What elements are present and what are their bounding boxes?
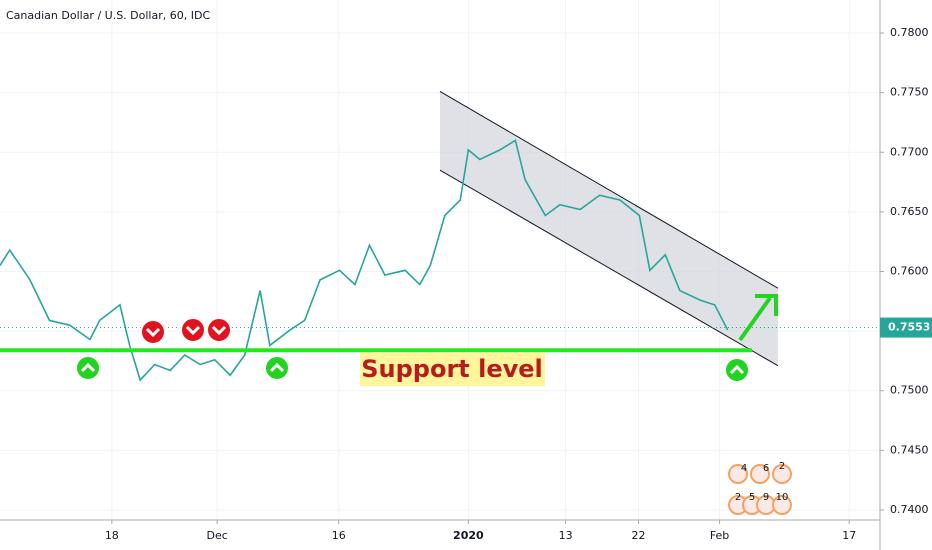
grid: [0, 0, 880, 520]
event-count: 5: [749, 492, 755, 503]
x-tick-label: Dec: [207, 529, 228, 542]
event-count: 4: [741, 463, 747, 474]
event-icons: 4 6 22 5 9 10: [728, 461, 792, 515]
y-tick-label: 0.7800: [890, 26, 929, 39]
event-count: 2: [735, 492, 741, 503]
event-icon: [772, 464, 792, 484]
support-label: Support level: [361, 355, 543, 383]
annotation-icons: [75, 294, 778, 383]
y-tick-label: 0.7750: [890, 86, 929, 99]
event-count: 6: [763, 463, 769, 474]
event-icon: [728, 464, 748, 484]
plot: Support level: [0, 91, 880, 387]
channel-line: [439, 91, 779, 289]
x-tick-label: 18: [105, 529, 119, 542]
x-tick-label: 16: [332, 529, 346, 542]
y-tick-label: 0.7600: [890, 265, 929, 278]
x-tick-label: 2020: [453, 529, 484, 542]
event-count: 10: [776, 492, 789, 503]
y-tick-label: 0.7450: [890, 443, 929, 456]
y-tick-label: 0.7700: [890, 145, 929, 158]
chart-title: Canadian Dollar / U.S. Dollar, 60, IDC: [6, 9, 210, 22]
support-label-bg: [360, 352, 545, 387]
event-icon: [750, 464, 770, 484]
up-arrow: [738, 294, 778, 342]
x-tick-label: Feb: [710, 529, 729, 542]
channel-line: [439, 169, 779, 367]
event-count: 2: [779, 461, 785, 472]
price-line: [0, 139, 729, 382]
y-tick-label: 0.7400: [890, 503, 929, 516]
y-tick-label: 0.7650: [890, 205, 929, 218]
x-tick-label: 22: [632, 529, 646, 542]
last-price-box: [880, 317, 932, 338]
last-price-label: 0.7553: [888, 321, 930, 334]
x-tick-label: 13: [559, 529, 573, 542]
event-count: 9: [763, 492, 769, 503]
y-tick-label: 0.7500: [890, 384, 929, 397]
event-icon: [772, 495, 792, 515]
x-tick-label: 17: [842, 529, 856, 542]
